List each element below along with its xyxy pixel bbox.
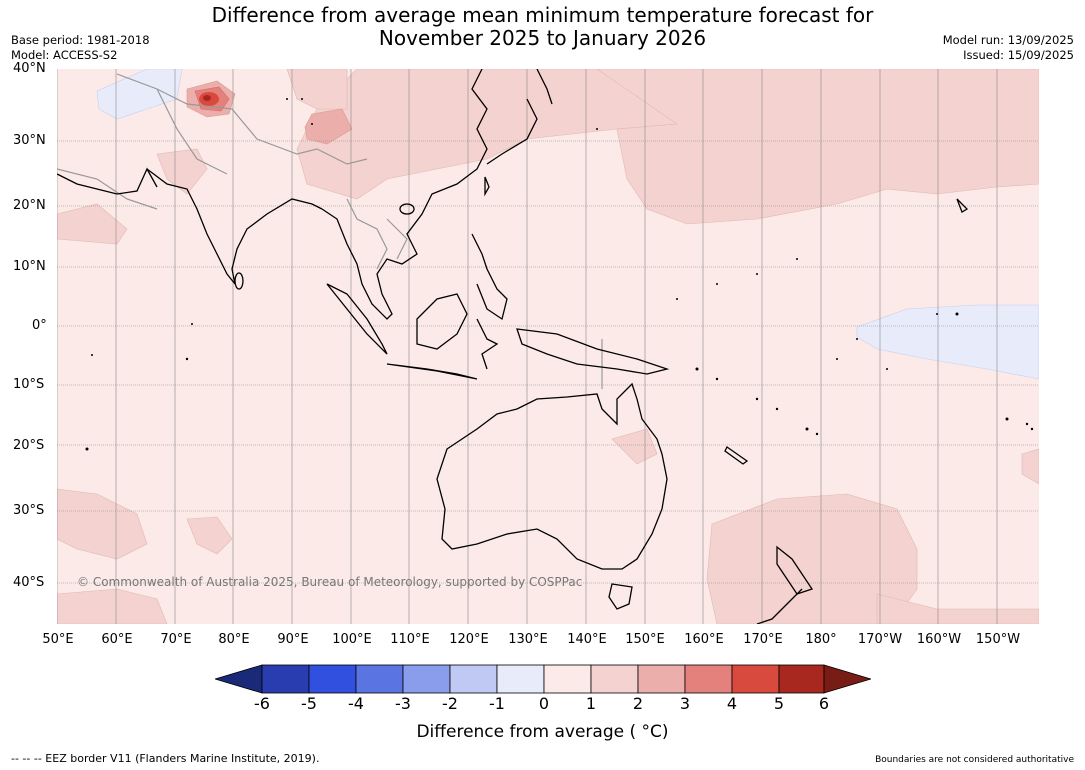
lon-label: 170°W xyxy=(857,632,903,647)
forecast-map xyxy=(57,69,1039,624)
colorbar-extend-high xyxy=(823,664,871,694)
colorbar-tick: -5 xyxy=(301,694,317,713)
boundary-disclaimer: Boundaries are not considered authoritat… xyxy=(875,755,1074,765)
colorbar-swatch xyxy=(778,664,825,694)
colorbar-swatch xyxy=(449,664,498,694)
run-info: Model run: 13/09/2025 Issued: 15/09/2025 xyxy=(943,33,1074,63)
colorbar-tick: -3 xyxy=(395,694,411,713)
colorbar-swatch xyxy=(496,664,545,694)
eez-note: -- -- -- EEZ border V11 (Flanders Marine… xyxy=(11,752,320,765)
colorbar-tick: 3 xyxy=(679,694,691,713)
lat-label: 20°S xyxy=(13,438,45,453)
colorbar-tick: 2 xyxy=(632,694,644,713)
pacific-islands xyxy=(85,98,1034,451)
lon-label: 110°E xyxy=(390,632,430,647)
anomaly-regions-5-6 xyxy=(203,95,211,101)
lon-label: 120°E xyxy=(449,632,489,647)
map-title: Difference from average mean minimum tem… xyxy=(0,4,1085,50)
lat-label: 30°N xyxy=(13,133,46,148)
colorbar-swatch xyxy=(308,664,357,694)
coastlines xyxy=(57,69,969,624)
colorbar-tick: -6 xyxy=(254,694,270,713)
anomaly-regions-1-2 xyxy=(57,69,1039,624)
lon-label: 160°W xyxy=(916,632,962,647)
lat-label: 10°S xyxy=(13,377,45,392)
colorbar-swatch xyxy=(637,664,686,694)
model-run: Model run: 13/09/2025 xyxy=(942,33,1074,47)
colorbar-extend-low xyxy=(215,664,263,694)
lon-label: 60°E xyxy=(101,632,133,647)
colorbar-tick: 1 xyxy=(585,694,597,713)
colorbar-swatch xyxy=(355,664,404,694)
lat-label: 30°S xyxy=(13,503,45,518)
colorbar-tick: -1 xyxy=(489,694,505,713)
colorbar-label: Difference from average ( °C) xyxy=(416,722,669,742)
issued-date: Issued: 15/09/2025 xyxy=(963,48,1074,62)
lat-label: 40°N xyxy=(13,61,46,76)
copyright-notice: © Commonwealth of Australia 2025, Bureau… xyxy=(77,575,583,589)
title-line-2: November 2025 to January 2026 xyxy=(378,26,707,50)
colorbar-tick: 0 xyxy=(538,694,550,713)
colorbar-tick: 6 xyxy=(818,694,830,713)
graticule xyxy=(57,69,1039,624)
lon-label: 180° xyxy=(805,632,837,647)
model-name: Model: ACCESS-S2 xyxy=(11,48,118,62)
colorbar-tick: -4 xyxy=(348,694,364,713)
title-line-1: Difference from average mean minimum tem… xyxy=(211,3,874,27)
lon-label: 70°E xyxy=(160,632,192,647)
lon-label: 170°E xyxy=(743,632,783,647)
lon-label: 140°E xyxy=(567,632,607,647)
lat-label: 40°S xyxy=(13,575,45,590)
lon-label: 50°E xyxy=(42,632,74,647)
colorbar xyxy=(215,664,871,694)
colorbar-swatch xyxy=(543,664,592,694)
lat-label: 20°N xyxy=(13,198,46,213)
lon-label: 130°E xyxy=(508,632,548,647)
lon-label: 160°E xyxy=(684,632,724,647)
anomaly-regions-neg1-0 xyxy=(96,69,1039,380)
colorbar-swatch xyxy=(590,664,639,694)
lon-label: 90°E xyxy=(277,632,309,647)
colorbar-swatch xyxy=(684,664,733,694)
model-info: Base period: 1981-2018 Model: ACCESS-S2 xyxy=(11,33,150,63)
colorbar-swatch xyxy=(731,664,780,694)
colorbar-tick: 4 xyxy=(726,694,738,713)
lat-label: 10°N xyxy=(13,259,46,274)
lon-label: 150°E xyxy=(625,632,665,647)
colorbar-swatch xyxy=(261,664,310,694)
lon-label: 100°E xyxy=(332,632,372,647)
colorbar-tick: 5 xyxy=(773,694,785,713)
lon-label: 150°W xyxy=(975,632,1021,647)
colorbar-swatch xyxy=(402,664,451,694)
base-period: Base period: 1981-2018 xyxy=(11,33,150,47)
lon-label: 80°E xyxy=(218,632,250,647)
country-borders xyxy=(57,73,603,389)
lat-label: 0° xyxy=(32,318,47,333)
colorbar-tick: -2 xyxy=(442,694,458,713)
